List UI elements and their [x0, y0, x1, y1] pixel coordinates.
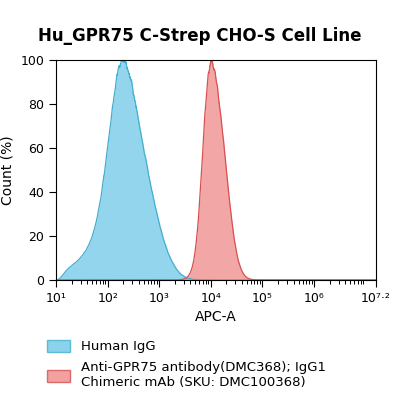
X-axis label: APC-A: APC-A	[195, 310, 237, 324]
Y-axis label: Count (%): Count (%)	[1, 135, 15, 205]
Legend: Human IgG, Anti-GPR75 antibody(DMC368); IgG1
Chimeric mAb (SKU: DMC100368): Human IgG, Anti-GPR75 antibody(DMC368); …	[46, 340, 326, 390]
Text: Hu_GPR75 C-Strep CHO-S Cell Line: Hu_GPR75 C-Strep CHO-S Cell Line	[38, 27, 362, 45]
